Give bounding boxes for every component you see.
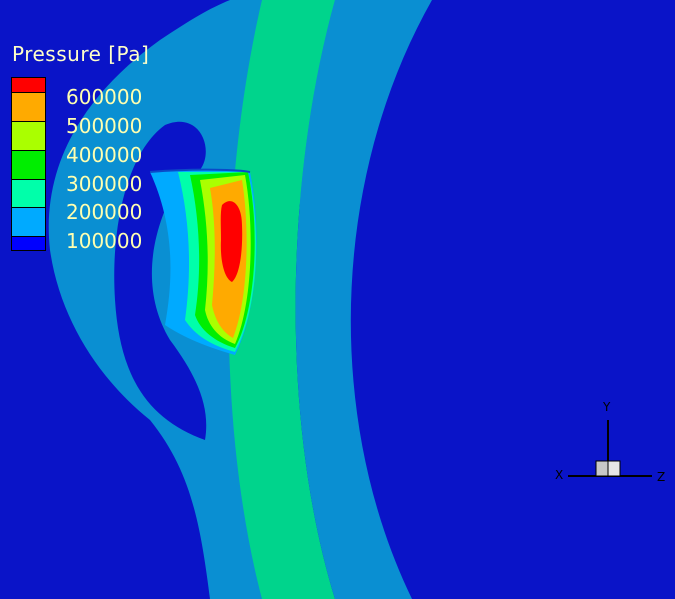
legend-title: Pressure [Pa] [12,42,150,66]
legend-swatch-lightblue [11,207,46,237]
green-band [228,0,335,599]
axis-triad [568,420,652,477]
legend-swatch-red [11,77,46,93]
legend-swatch-orange [11,92,46,122]
legend-swatch-aqua [11,179,46,208]
legend-swatch-blue [11,236,46,251]
legend-swatch-yellowgreen [11,121,46,151]
axis-x-label: X [555,468,564,482]
legend-swatch-green [11,150,46,180]
legend-label: 400000 [66,143,143,167]
axis-z-label: Z [657,470,666,484]
legend-label: 100000 [66,229,143,253]
right-light-blue-band [295,0,432,599]
left-dark-pocket [114,121,207,440]
contour-max [220,201,243,282]
legend-label: 600000 [66,85,143,109]
axis-y-label: Y [603,400,611,414]
legend-label: 200000 [66,200,143,224]
legend-label: 300000 [66,172,143,196]
cylinder-top-edge [149,168,251,173]
legend-label: 500000 [66,114,143,138]
